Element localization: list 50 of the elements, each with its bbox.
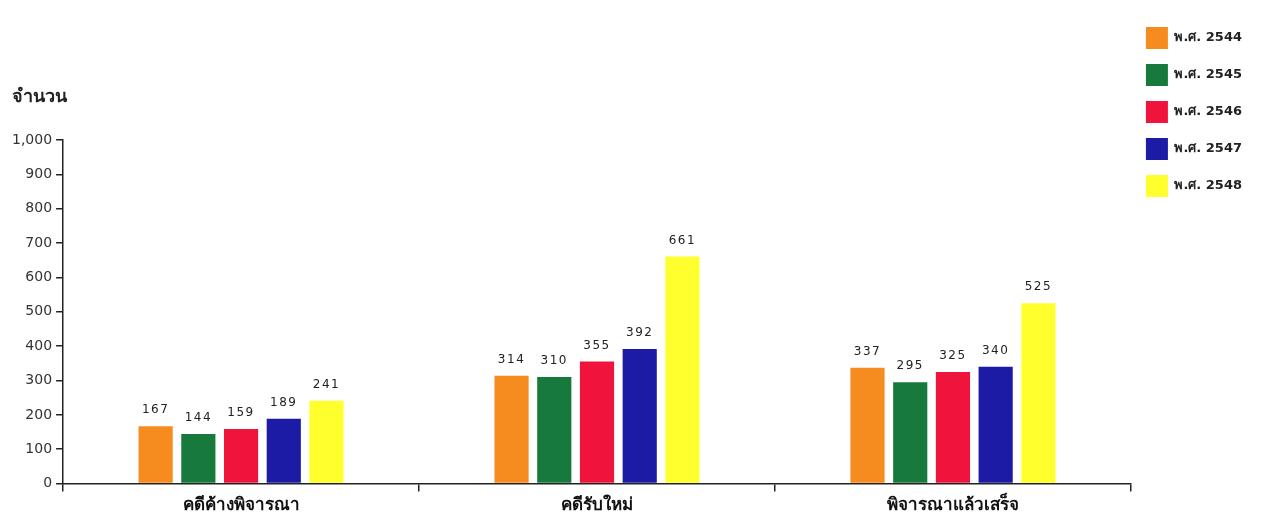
bar (579, 361, 615, 483)
y-tick-label: 1,000 (11, 130, 53, 147)
y-axis-title: จำนวน (12, 84, 68, 106)
data-label: 661 (668, 232, 697, 247)
y-tick-label: 600 (25, 268, 53, 285)
y-tick-label: 800 (25, 199, 53, 216)
bar (537, 377, 572, 483)
legend-label: พ.ศ. 2545 (1174, 66, 1243, 82)
bar (181, 434, 216, 483)
data-label: 340 (981, 342, 1010, 357)
data-label: 525 (1024, 279, 1053, 294)
y-tick-label: 500 (25, 302, 53, 319)
bar (309, 400, 344, 483)
legend-label: พ.ศ. 2546 (1174, 103, 1243, 119)
x-tick-label: คดีรับใหม่ (561, 494, 633, 515)
legend-label: พ.ศ. 2547 (1174, 140, 1243, 156)
data-label: 241 (312, 376, 341, 391)
bar (266, 418, 301, 483)
legend-label: พ.ศ. 2544 (1174, 29, 1243, 45)
bar (138, 426, 173, 483)
bar (665, 256, 700, 483)
bar (850, 367, 885, 483)
bar (978, 366, 1013, 483)
y-tick-label: 200 (25, 405, 53, 422)
y-tick-label: 400 (25, 336, 53, 353)
y-tick-label: 300 (25, 371, 53, 388)
data-label: 355 (583, 337, 611, 352)
data-label: 337 (853, 343, 882, 358)
data-label: 144 (184, 410, 213, 425)
data-label: 159 (227, 405, 255, 420)
data-label: 310 (540, 353, 568, 368)
data-label: 167 (141, 402, 170, 417)
x-tick-label: พิจารณาแล้วเสร็จ (886, 492, 1019, 515)
x-tick-label: คดีค้างพิจารณา (182, 494, 300, 515)
bar (622, 348, 657, 483)
bar (1021, 303, 1056, 483)
bar (893, 382, 928, 483)
data-label: 325 (939, 348, 967, 363)
y-tick-label: 0 (43, 474, 53, 491)
data-label: 392 (626, 325, 654, 340)
y-tick-label: 100 (25, 439, 53, 456)
data-label: 314 (497, 351, 526, 366)
bar (223, 428, 259, 483)
y-tick-label: 700 (25, 233, 53, 250)
data-label: 189 (270, 394, 298, 409)
y-tick-label: 900 (25, 165, 53, 181)
bar (494, 375, 529, 483)
data-label: 295 (896, 358, 924, 373)
legend-label: พ.ศ. 2548 (1174, 177, 1243, 193)
bar (935, 371, 971, 483)
